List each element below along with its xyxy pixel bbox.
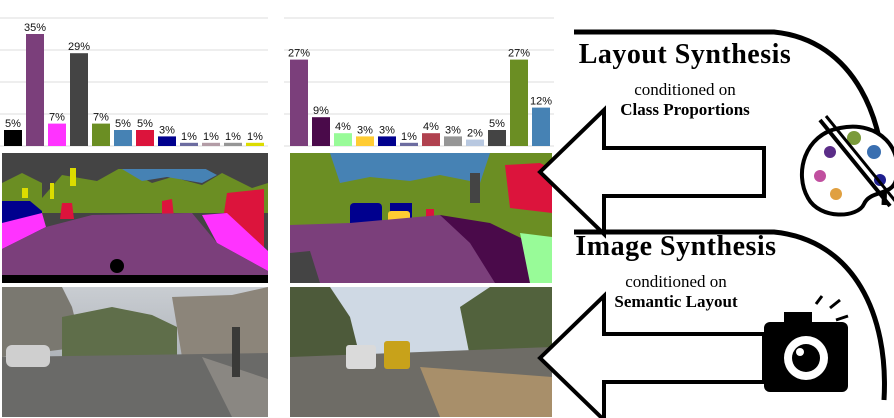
bar-label: 1% <box>401 131 417 143</box>
bar-label: 12% <box>530 96 552 108</box>
class-proportion-chart-left: 5% 35% 7% 29% 7% 5% 5% 3% 1% 1% 1% 1% <box>0 17 268 147</box>
bar <box>92 123 110 146</box>
bar-label: 7% <box>93 112 109 124</box>
camera-icon <box>764 295 849 392</box>
bar-label: 5% <box>137 118 153 130</box>
bar-label: 3% <box>159 124 175 136</box>
bar <box>378 136 396 146</box>
bar <box>158 136 176 146</box>
semantic-layout-right <box>290 153 552 283</box>
bar-label: 1% <box>181 131 197 143</box>
bar <box>488 130 506 146</box>
bar-label: 5% <box>5 118 21 130</box>
bar <box>532 107 550 146</box>
flow-graphic <box>537 29 894 418</box>
bar-label: 1% <box>247 131 263 143</box>
left-arrow-icon <box>574 229 887 401</box>
panel-right: 27% 9% 4% 3% 3% 1% 4% 3% 2% 5% 27% 12% <box>284 0 554 418</box>
bar <box>202 142 220 146</box>
left-arrow-icon <box>537 291 766 418</box>
bar-label: 29% <box>68 41 90 53</box>
bar <box>466 139 484 146</box>
bar <box>70 53 88 147</box>
bar <box>510 59 528 146</box>
bar <box>26 34 44 146</box>
bar <box>312 117 330 146</box>
bar-label: 3% <box>445 124 461 136</box>
bar-label: 5% <box>489 118 505 130</box>
bar <box>224 142 242 146</box>
layout-synthesis-title: Layout Synthesis <box>578 39 792 70</box>
bar-label: 35% <box>24 22 46 34</box>
bar <box>290 59 308 146</box>
bar <box>48 123 66 146</box>
bar <box>334 133 352 146</box>
layout-synthesis-caption: Layout Synthesis conditioned on Class Pr… <box>560 40 810 120</box>
bar-label: 1% <box>203 131 219 143</box>
palette-icon <box>799 115 894 217</box>
left-arrow-icon <box>537 105 766 239</box>
photo-left <box>2 287 268 417</box>
photo-right <box>290 287 552 417</box>
bar-label: 9% <box>313 105 329 117</box>
image-synthesis-caption: Image Synthesis conditioned on Semantic … <box>556 232 796 312</box>
bar-label: 27% <box>288 48 310 60</box>
image-synthesis-title: Image Synthesis <box>575 231 777 262</box>
bar <box>246 142 264 146</box>
layout-synthesis-sub1: conditioned on <box>634 80 736 99</box>
bar-label: 1% <box>225 131 241 143</box>
bar-label: 7% <box>49 112 65 124</box>
bar <box>444 136 462 146</box>
bar <box>400 142 418 146</box>
bar-label: 3% <box>357 124 373 136</box>
layout-synthesis-sub2: Class Proportions <box>620 100 750 119</box>
bar-label: 2% <box>467 128 483 140</box>
image-synthesis-sub2: Semantic Layout <box>614 292 738 311</box>
bar-label: 5% <box>115 118 131 130</box>
bar <box>422 133 440 146</box>
class-proportion-chart-right: 27% 9% 4% 3% 3% 1% 4% 3% 2% 5% 27% 12% <box>284 17 554 147</box>
bar-label: 27% <box>508 48 530 60</box>
semantic-layout-left <box>2 153 268 283</box>
bar <box>4 130 22 146</box>
bar-label: 4% <box>335 121 351 133</box>
bar <box>356 136 374 146</box>
image-synthesis-sub1: conditioned on <box>625 272 727 291</box>
bar <box>114 130 132 146</box>
panel-left: 5% 35% 7% 29% 7% 5% 5% 3% 1% 1% 1% 1% <box>0 0 268 418</box>
bar <box>180 142 198 146</box>
bar-label: 4% <box>423 121 439 133</box>
bar <box>136 130 154 146</box>
bar-label: 3% <box>379 124 395 136</box>
